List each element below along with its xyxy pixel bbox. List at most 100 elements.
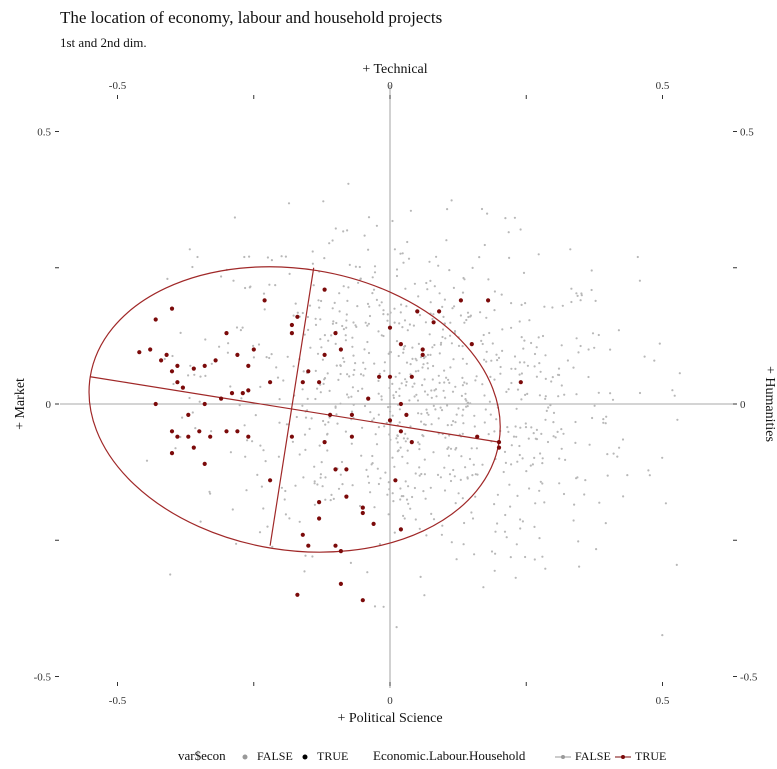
- false-point: [450, 342, 453, 345]
- false-point: [307, 328, 310, 331]
- false-point: [454, 502, 457, 505]
- false-point: [373, 265, 377, 268]
- false-point: [519, 228, 522, 231]
- false-point: [388, 351, 391, 354]
- false-point: [401, 252, 404, 255]
- false-point: [363, 404, 367, 408]
- false-point: [397, 354, 400, 358]
- false-point: [265, 356, 268, 359]
- false-point: [262, 449, 265, 452]
- false-point: [431, 317, 434, 321]
- false-point: [437, 374, 440, 377]
- false-point: [417, 295, 420, 298]
- false-point: [320, 461, 323, 464]
- true-point: [202, 401, 207, 407]
- false-point: [427, 413, 430, 416]
- false-point: [298, 453, 301, 456]
- false-point: [308, 427, 311, 430]
- false-point: [245, 489, 248, 492]
- false-point: [359, 373, 363, 376]
- false-point: [488, 331, 491, 335]
- false-point: [441, 305, 444, 308]
- false-point: [526, 392, 529, 395]
- false-point: [584, 479, 587, 482]
- false-point: [593, 346, 596, 349]
- false-point: [378, 372, 381, 375]
- true-point: [169, 429, 175, 434]
- legend-item-ellipse-true: TRUE: [635, 749, 667, 763]
- false-point: [324, 423, 327, 426]
- false-point: [243, 424, 246, 427]
- false-point: [533, 525, 536, 529]
- false-point: [422, 490, 425, 493]
- false-point: [322, 200, 325, 203]
- false-point: [377, 426, 380, 429]
- true-point: [202, 363, 207, 368]
- false-point: [465, 318, 468, 322]
- false-point: [460, 394, 463, 397]
- false-point: [274, 284, 277, 287]
- false-point: [374, 433, 377, 436]
- legend-title-ellipse: Economic.Labour.Household: [373, 748, 526, 763]
- false-point: [411, 495, 414, 499]
- false-point: [503, 450, 507, 453]
- false-point: [426, 288, 429, 291]
- false-point: [283, 498, 286, 501]
- false-point: [193, 373, 196, 376]
- false-point: [405, 361, 409, 364]
- false-point: [593, 404, 596, 407]
- false-point: [509, 505, 512, 508]
- false-point: [441, 335, 444, 339]
- false-point: [303, 433, 307, 436]
- false-point: [414, 518, 417, 521]
- true-point: [322, 440, 327, 445]
- false-point: [189, 364, 192, 367]
- false-point: [483, 358, 486, 361]
- false-point: [570, 287, 573, 290]
- false-point: [423, 594, 426, 597]
- false-point: [483, 394, 486, 397]
- false-point: [278, 421, 281, 424]
- false-point: [446, 447, 449, 450]
- false-point: [372, 417, 375, 420]
- false-point: [229, 451, 232, 454]
- false-point: [461, 384, 464, 387]
- false-point: [499, 365, 502, 369]
- false-point: [361, 387, 364, 390]
- false-point: [380, 334, 383, 337]
- false-point: [320, 346, 323, 349]
- false-point: [350, 410, 354, 413]
- false-point: [552, 421, 555, 424]
- false-point: [432, 313, 435, 316]
- false-point: [399, 311, 402, 314]
- false-point: [356, 305, 359, 308]
- false-point: [387, 513, 390, 516]
- true-point: [268, 380, 273, 385]
- false-point: [389, 410, 392, 413]
- false-point: [557, 367, 561, 370]
- false-point: [358, 265, 361, 269]
- true-point: [153, 317, 158, 322]
- false-point: [350, 395, 353, 398]
- false-point: [442, 315, 445, 318]
- false-point: [444, 436, 447, 439]
- false-point: [286, 355, 289, 358]
- false-point: [438, 352, 441, 355]
- false-point: [493, 309, 496, 312]
- false-point: [494, 530, 497, 533]
- false-point: [575, 292, 578, 295]
- false-point: [462, 422, 465, 425]
- false-point: [448, 381, 451, 384]
- false-point: [243, 255, 246, 259]
- false-point: [450, 199, 453, 202]
- false-point: [266, 256, 269, 259]
- true-point: [333, 467, 338, 472]
- true-point: [197, 429, 202, 434]
- true-point: [496, 440, 502, 445]
- false-point: [415, 393, 418, 396]
- false-point: [552, 411, 556, 414]
- false-point: [463, 278, 466, 281]
- false-point: [543, 305, 546, 308]
- false-point: [526, 364, 530, 367]
- false-point: [341, 324, 344, 328]
